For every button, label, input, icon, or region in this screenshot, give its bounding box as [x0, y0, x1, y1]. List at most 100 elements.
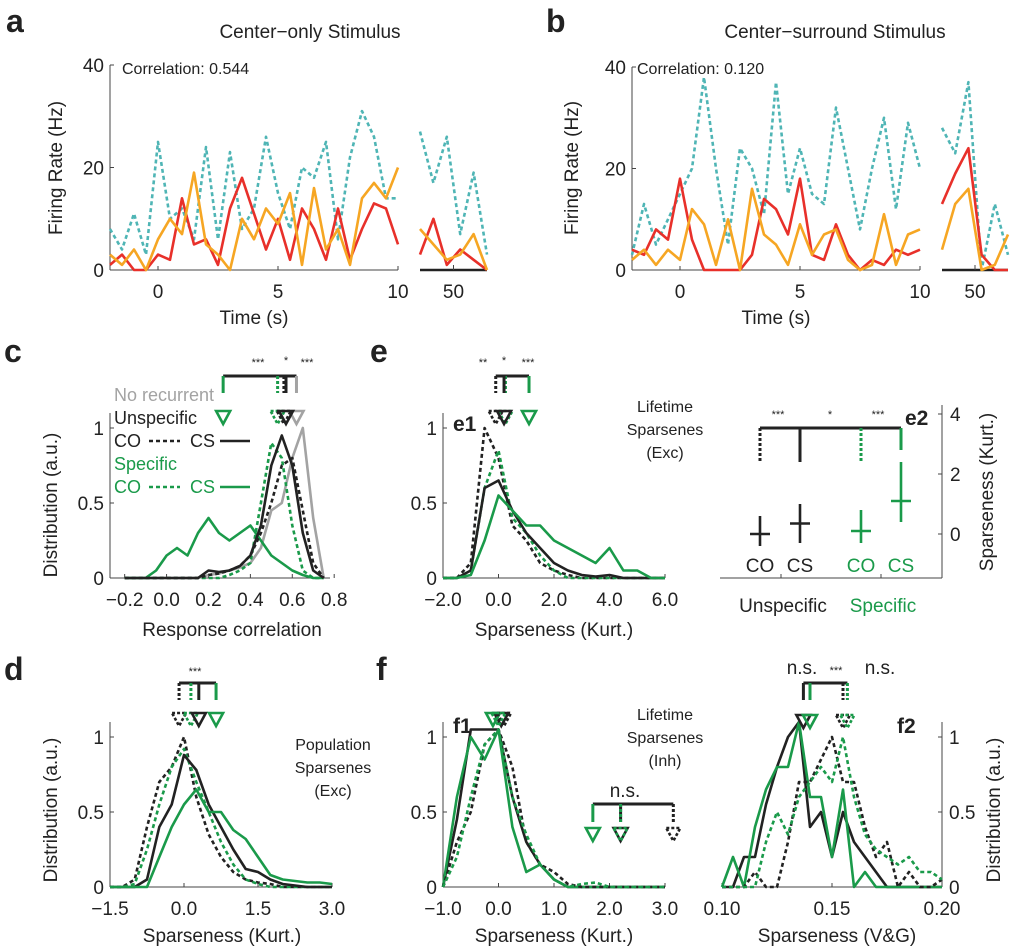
category-label-e2-3: CS: [888, 556, 914, 577]
xlabel-f2: Sparseness (V&G): [758, 926, 916, 947]
x-tick-label-d: 3.0: [319, 899, 345, 920]
significance-f1-0: n.s.: [610, 781, 641, 802]
series-line-d-2: [110, 753, 332, 889]
series-line-break-b-1: [940, 146, 1008, 272]
panel-label-d: d: [4, 651, 24, 687]
x-tick-label-f2: 0.15: [814, 899, 851, 920]
ylabel-a: Firing Rate (Hz): [46, 101, 67, 235]
correlation-a: Correlation: 0.544: [122, 61, 249, 78]
series-line-f2-0: [722, 720, 942, 889]
significance-e2-2: ***: [872, 409, 886, 421]
x-tick-label-d: 0.0: [171, 899, 197, 920]
annotation-f-line3: (Inh): [649, 753, 682, 770]
legend-specific: Specific: [114, 454, 177, 474]
y-tick-label-b: 20: [605, 160, 626, 181]
panel-label-f1: f1: [453, 715, 472, 738]
annotation-d-line3: (Exc): [314, 783, 351, 800]
y-tick-label-f2: 1: [949, 728, 960, 749]
category-label-e2-2: CO: [847, 556, 876, 577]
series-line-e1-0: [443, 426, 665, 580]
series-line-a-1: [109, 176, 400, 272]
series-line-f1-0: [441, 728, 665, 889]
panel-label-f2: f2: [897, 715, 916, 738]
y-tick-label-f1: 1: [426, 728, 437, 749]
xlabel-d: Sparseness (Kurt.): [143, 926, 301, 947]
legend-specific-co: CO: [114, 477, 141, 497]
series-line-d-3: [110, 788, 333, 889]
series-line-b-0: [630, 75, 922, 256]
x-tick-label-c: 0.0: [153, 590, 179, 611]
significance-e2-1: *: [828, 409, 833, 421]
mean-marker-c-1: [213, 409, 233, 427]
annotation-e-line1: Lifetime: [637, 399, 693, 416]
xlabel-e1: Sparseness (Kurt.): [475, 620, 633, 641]
xlabel-f1: Sparseness (Kurt.): [475, 926, 633, 947]
y-tick-label-f2: 0: [949, 878, 960, 899]
x-tick-label-f1: 1.0: [541, 899, 567, 920]
y-tick-label-a: 0: [93, 261, 104, 282]
annotation-f-line2: Sparsenes: [627, 730, 704, 747]
x-tick-label-a: 50: [443, 282, 464, 303]
significance-e1-2: ***: [522, 357, 536, 369]
legend-unspecific-cs: CS: [190, 431, 215, 451]
inset-mean-marker-f1-1: [583, 826, 603, 844]
x-tick-label-f1: 3.0: [652, 899, 678, 920]
mean-marker-c-0: [287, 409, 306, 427]
mean-marker-c-4: [276, 409, 296, 427]
x-tick-label-c: 0.8: [321, 590, 347, 611]
x-tick-label-e1: 0.0: [485, 590, 511, 611]
series-line-b-2: [631, 187, 921, 272]
mean-marker-e1-2: [494, 409, 514, 427]
xlabel-c: Response correlation: [142, 620, 322, 641]
series-line-f2-3: [722, 735, 943, 889]
mean-marker-f2-3: [838, 713, 857, 731]
group-label-specific: Specific: [850, 596, 917, 617]
legend-specific-cs: CS: [190, 477, 215, 497]
y-tick-label-b: 0: [615, 261, 626, 282]
panel-label-c: c: [4, 333, 22, 369]
y-tick-label-c: 0: [93, 569, 104, 590]
x-tick-label-b: 50: [964, 282, 985, 303]
significance-f2-0: n.s.: [787, 658, 818, 679]
series-line-break-a-0: [418, 131, 489, 255]
y-tick-label-e1: 0.5: [411, 494, 437, 515]
significance-c-0: ***: [252, 357, 266, 369]
xlabel-a: Time (s): [220, 308, 289, 329]
series-line-c-4: [124, 434, 325, 580]
series-line-f2-2: [722, 735, 943, 889]
ylabel-c: Distribution (a.u.): [41, 433, 62, 578]
series-line-f1-3: [441, 728, 665, 889]
y-tick-label-b: 40: [605, 58, 626, 79]
y-tick-label-c: 0.5: [78, 494, 104, 515]
series-line-break-b-2: [940, 187, 1010, 272]
x-tick-label-a: 10: [387, 282, 408, 303]
x-tick-label-e1: 6.0: [652, 590, 678, 611]
x-tick-label-f1: 0.0: [485, 899, 511, 920]
ylabel-b: Firing Rate (Hz): [562, 101, 583, 235]
chart-title-b: Center−surround Stimulus: [724, 22, 945, 43]
legend-no-recurrent: No recurrent: [114, 385, 214, 405]
category-label-e2-0: CO: [746, 556, 775, 577]
series-line-d-0: [110, 735, 332, 889]
x-tick-label-c: 0.4: [237, 590, 264, 611]
x-tick-label-b: 10: [909, 282, 930, 303]
correlation-b: Correlation: 0.120: [637, 61, 764, 78]
significance-f2-1: ***: [830, 665, 844, 677]
panel-label-e2: e2: [905, 407, 928, 430]
y-tick-label-f1: 0: [426, 878, 437, 899]
x-tick-label-e1: 2.0: [541, 590, 567, 611]
y-tick-label-e1: 1: [426, 419, 437, 440]
series-line-d-1: [110, 747, 332, 889]
ylabel-f2: Distribution (a.u.): [984, 738, 1005, 883]
y-tick-label-c: 1: [93, 419, 104, 440]
panel-label-a: a: [6, 3, 24, 39]
y-tick-label-d: 1: [93, 728, 104, 749]
ylabel-e2: Sparseness (Kurt.): [977, 413, 998, 571]
y-tick-label-f1: 0.5: [411, 803, 437, 824]
mean-marker-d-0: [169, 711, 189, 729]
mean-marker-f2-1: [800, 713, 820, 731]
group-label-unspecific: Unspecific: [739, 596, 827, 617]
y-tick-label-e1: 0: [426, 569, 437, 590]
panel-label-e1: e1: [453, 413, 477, 436]
